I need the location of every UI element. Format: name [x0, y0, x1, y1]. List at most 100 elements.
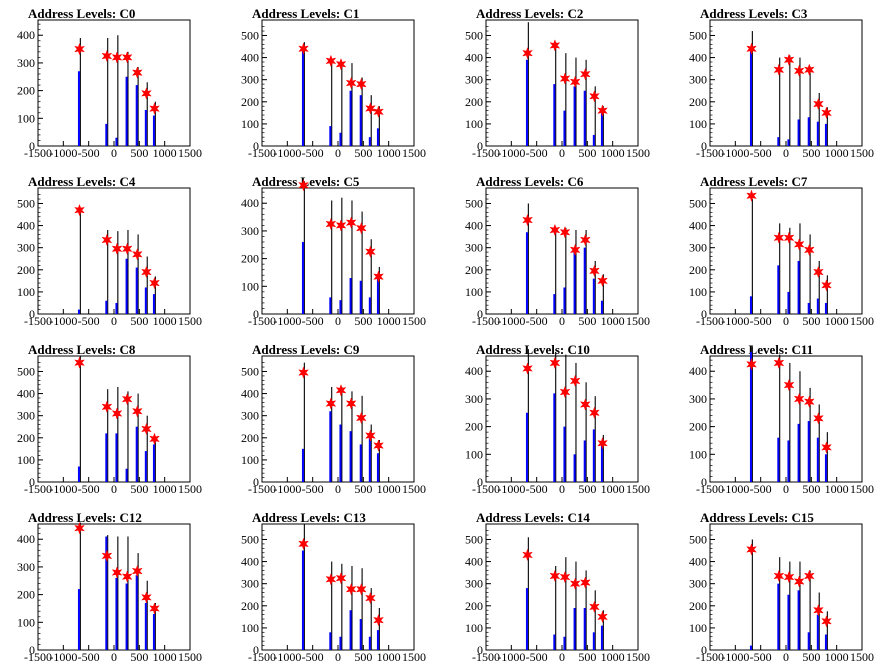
y-tick-label: 400	[241, 51, 259, 65]
y-tick-label: 300	[465, 577, 483, 591]
y-tick-label: 400	[465, 51, 483, 65]
peak-marker	[783, 53, 795, 67]
peak-marker	[579, 67, 591, 81]
x-tick-label: -1500	[248, 482, 276, 496]
x-tick-label: -500	[526, 314, 548, 328]
chart-panel: Address Levels: C8 0 100 200 300 400 500 -1500-…	[0, 336, 224, 504]
peak-marker	[101, 49, 113, 63]
y-tick-label: 100	[689, 621, 707, 635]
chart-panel: Address Levels: C6 0 100 200 300 400 500 -1500-…	[448, 168, 672, 336]
y-tick-label: 0	[29, 475, 35, 489]
plot-frame	[709, 523, 863, 651]
peak-marker	[74, 203, 85, 217]
x-tick-label: 1500	[178, 314, 202, 328]
peak-marker	[821, 615, 832, 628]
chart-panel: Address Levels: C14 0 100 200 300 400 500 -1500…	[448, 504, 672, 672]
y-tick-label: 100	[17, 111, 35, 125]
y-tick-label: 100	[241, 621, 259, 635]
x-tick-label: -1500	[24, 650, 52, 664]
x-tick-label: 1500	[626, 314, 650, 328]
chart-svg: Address Levels: C70100200300400500-1500-…	[689, 174, 874, 328]
y-tick-label: 100	[465, 621, 483, 635]
x-tick-label: 1500	[850, 482, 874, 496]
peak-marker	[121, 570, 133, 583]
peak-marker	[111, 407, 123, 420]
y-tick-label: 100	[241, 453, 259, 467]
y-tick-label: 500	[241, 364, 259, 378]
chart-panel: Address Levels: C1 0 100 200 300 400 500 -1500-…	[224, 0, 448, 168]
peak-marker	[597, 436, 608, 450]
chart-panel: Address Levels: C9 0 100 200 300 400 500 -1500-…	[224, 336, 448, 504]
x-tick-label: -1500	[24, 314, 52, 328]
y-tick-label: 500	[689, 28, 707, 42]
peak-marker	[559, 570, 571, 584]
y-tick-label: 400	[465, 364, 483, 378]
peak-marker	[773, 63, 785, 76]
x-tick-label: 1000	[601, 650, 625, 664]
y-tick-label: 500	[465, 532, 483, 546]
x-tick-label: 0	[335, 314, 341, 328]
y-tick-label: 500	[17, 364, 35, 378]
peak-marker	[141, 422, 152, 436]
x-tick-label: 0	[783, 146, 789, 160]
x-tick-label: 1000	[377, 146, 401, 160]
peak-marker	[131, 66, 143, 79]
peak-marker	[589, 90, 600, 103]
peak-marker	[793, 238, 805, 251]
x-tick-label: 0	[111, 482, 117, 496]
y-tick-label: 0	[701, 475, 707, 489]
x-tick-label: 1000	[825, 482, 849, 496]
x-tick-label: 500	[130, 650, 148, 664]
x-tick-label: 1500	[850, 650, 874, 664]
x-tick-label: 1500	[626, 146, 650, 160]
x-tick-label: 1000	[377, 314, 401, 328]
y-tick-label: 100	[17, 285, 35, 299]
chart-panel: Address Levels: C5 0 100 200 300 400 -1500 -100…	[224, 168, 448, 336]
y-tick-label: 300	[241, 577, 259, 591]
chart-svg: Address Levels: C60100200300400500-1500-…	[465, 174, 650, 328]
chart-svg: Address Levels: C11 0 100 200 300 400 -1500-10…	[689, 342, 874, 496]
y-tick-label: 0	[253, 643, 259, 657]
peak-marker	[746, 42, 757, 55]
y-tick-label: 400	[689, 555, 707, 569]
peak-marker	[365, 591, 376, 605]
peak-marker	[355, 77, 367, 91]
x-tick-label: -500	[526, 146, 548, 160]
x-tick-label: 1500	[178, 650, 202, 664]
x-tick-label: -1500	[696, 482, 724, 496]
peak-marker	[579, 398, 591, 411]
peak-marker	[821, 441, 832, 454]
peak-marker	[746, 543, 757, 556]
x-tick-label: -1000	[49, 482, 77, 496]
x-tick-label: 0	[559, 146, 565, 160]
y-tick-label: 100	[17, 615, 35, 629]
peak-marker	[569, 577, 581, 590]
peak-marker	[373, 613, 384, 627]
peak-marker	[298, 366, 309, 379]
chart-panel: Address Levels: C13 0 100 200 300 400 500 -1500…	[224, 504, 448, 672]
y-tick-label: 100	[241, 117, 259, 131]
peak-marker	[773, 231, 785, 244]
peak-marker	[149, 602, 160, 615]
x-tick-label: 500	[354, 482, 372, 496]
peak-marker	[773, 356, 785, 370]
peak-marker	[522, 213, 533, 227]
peak-marker	[345, 76, 357, 90]
y-tick-label: 300	[17, 560, 35, 574]
chart-title: Address Levels: C0	[28, 6, 135, 21]
x-tick-label: 1000	[825, 650, 849, 664]
peak-marker	[746, 358, 757, 371]
x-tick-label: -1000	[49, 314, 77, 328]
y-tick-label: 200	[17, 84, 35, 98]
y-tick-label: 0	[701, 307, 707, 321]
peak-marker	[813, 412, 824, 425]
x-tick-label: 500	[578, 146, 596, 160]
peak-marker	[335, 219, 347, 232]
y-tick-label: 500	[465, 196, 483, 210]
x-tick-label: 1500	[626, 650, 650, 664]
x-tick-label: -1000	[497, 482, 525, 496]
y-tick-label: 300	[17, 56, 35, 70]
peak-marker	[121, 51, 133, 64]
peak-marker	[345, 216, 357, 229]
y-tick-label: 300	[689, 73, 707, 87]
